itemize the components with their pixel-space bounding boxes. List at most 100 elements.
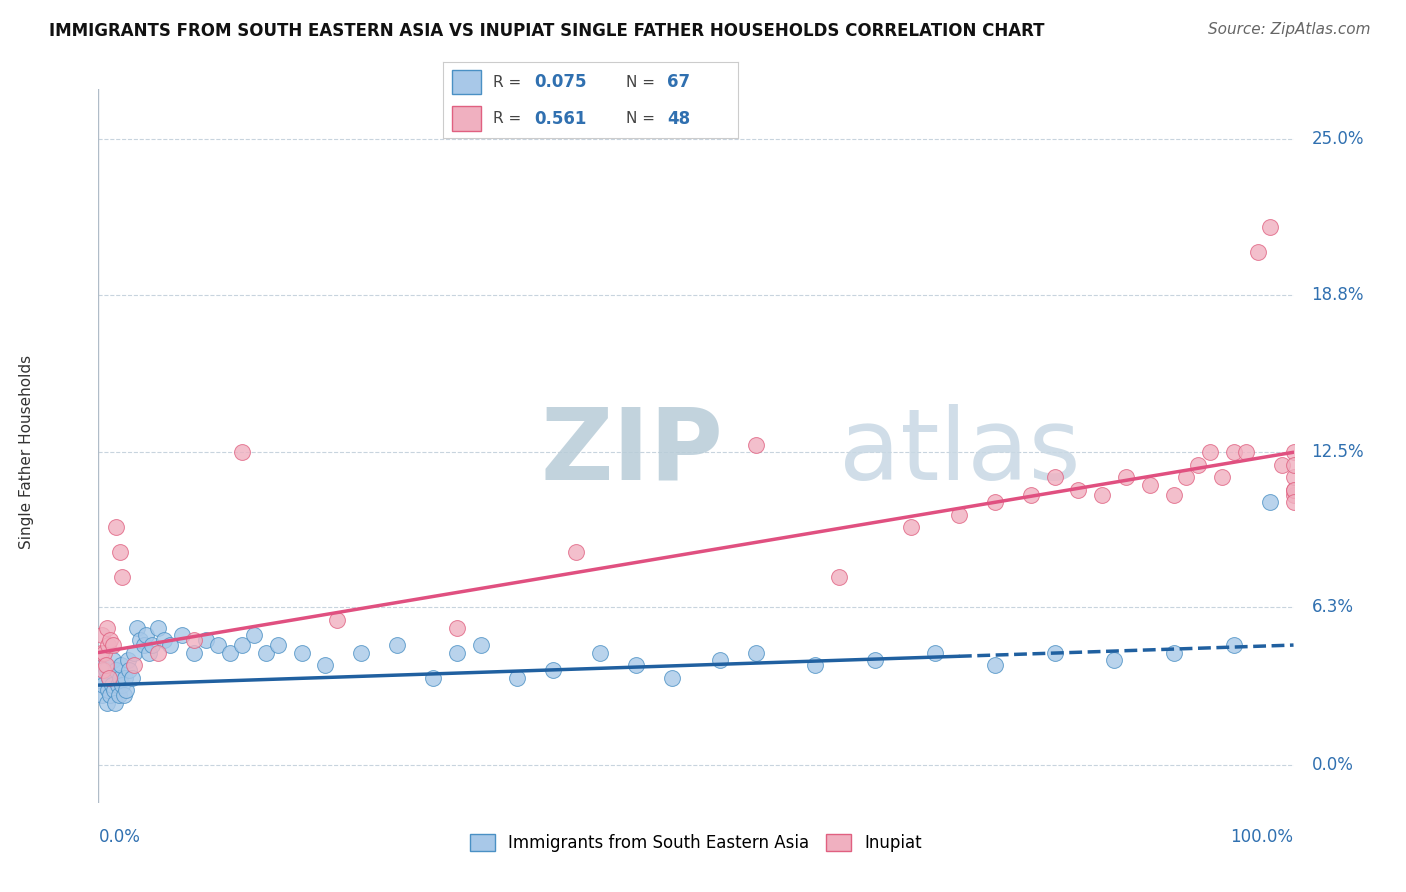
Point: [1223, 638, 1246, 652]
Bar: [451, 70, 481, 95]
Point: [94, 658, 117, 673]
Point: [900, 520, 922, 534]
Point: [107, 688, 129, 702]
Point: [124, 658, 146, 673]
Point: [148, 646, 170, 660]
Point: [1282, 483, 1305, 497]
Point: [1282, 445, 1305, 459]
Point: [90, 671, 112, 685]
Point: [865, 653, 887, 667]
Point: [745, 646, 768, 660]
Point: [1282, 495, 1305, 509]
Point: [1282, 488, 1305, 502]
Point: [1091, 488, 1114, 502]
Point: [153, 633, 176, 648]
Point: [626, 658, 648, 673]
Point: [172, 628, 194, 642]
Point: [132, 638, 155, 652]
Point: [96, 621, 118, 635]
Text: 0.075: 0.075: [534, 73, 586, 91]
Point: [385, 638, 409, 652]
Point: [1199, 445, 1222, 459]
Point: [114, 671, 136, 685]
Text: 6.3%: 6.3%: [1312, 599, 1354, 616]
Point: [470, 638, 492, 652]
Point: [91, 688, 114, 702]
Text: 67: 67: [668, 73, 690, 91]
Point: [745, 438, 768, 452]
Point: [97, 683, 120, 698]
Text: 25.0%: 25.0%: [1312, 130, 1364, 148]
Point: [93, 658, 115, 673]
Point: [1223, 445, 1246, 459]
Point: [219, 646, 242, 660]
Point: [1258, 219, 1281, 234]
Text: 48: 48: [668, 110, 690, 128]
Point: [1104, 653, 1126, 667]
Point: [107, 678, 129, 692]
Text: Single Father Households: Single Father Households: [20, 355, 34, 549]
Point: [138, 646, 160, 660]
Point: [118, 663, 141, 677]
Point: [422, 671, 444, 685]
Text: R =: R =: [494, 111, 526, 126]
Point: [183, 633, 205, 648]
Text: N =: N =: [626, 111, 659, 126]
Point: [254, 646, 277, 660]
Point: [207, 638, 229, 652]
Text: 18.8%: 18.8%: [1312, 285, 1364, 303]
Point: [1271, 458, 1294, 472]
Point: [1175, 470, 1198, 484]
Point: [129, 633, 152, 648]
Point: [101, 638, 124, 652]
Point: [1019, 488, 1042, 502]
Text: 0.0%: 0.0%: [98, 828, 141, 846]
Point: [1187, 458, 1209, 472]
Point: [93, 646, 115, 660]
Point: [565, 545, 588, 559]
Point: [124, 646, 146, 660]
Point: [446, 646, 468, 660]
Point: [135, 628, 157, 642]
Point: [108, 545, 131, 559]
Point: [541, 663, 564, 677]
Point: [111, 678, 134, 692]
Point: [98, 671, 121, 685]
Text: 0.561: 0.561: [534, 110, 586, 128]
Point: [804, 658, 827, 673]
Point: [267, 638, 290, 652]
Point: [1043, 646, 1066, 660]
Point: [350, 646, 373, 660]
Point: [104, 696, 127, 710]
Point: [506, 671, 529, 685]
Point: [183, 646, 205, 660]
Point: [1211, 470, 1233, 484]
Point: [98, 633, 122, 648]
Point: [108, 671, 131, 685]
Text: 100.0%: 100.0%: [1230, 828, 1294, 846]
Point: [94, 663, 117, 677]
Point: [1282, 483, 1305, 497]
Point: [97, 638, 120, 652]
Point: [115, 683, 138, 698]
Point: [231, 445, 253, 459]
Point: [1163, 646, 1185, 660]
Text: ZIP: ZIP: [541, 404, 724, 500]
Point: [446, 621, 468, 635]
Point: [589, 646, 612, 660]
Point: [125, 621, 148, 635]
Point: [111, 570, 134, 584]
Point: [110, 658, 132, 673]
Point: [828, 570, 851, 584]
Point: [100, 678, 122, 692]
Point: [112, 688, 135, 702]
Point: [98, 688, 122, 702]
Point: [117, 653, 139, 667]
Point: [121, 671, 143, 685]
Point: [91, 663, 114, 677]
Text: 0.0%: 0.0%: [1312, 756, 1354, 774]
Point: [103, 683, 125, 698]
Point: [984, 495, 1007, 509]
Text: 12.5%: 12.5%: [1312, 443, 1364, 461]
Point: [91, 678, 114, 692]
